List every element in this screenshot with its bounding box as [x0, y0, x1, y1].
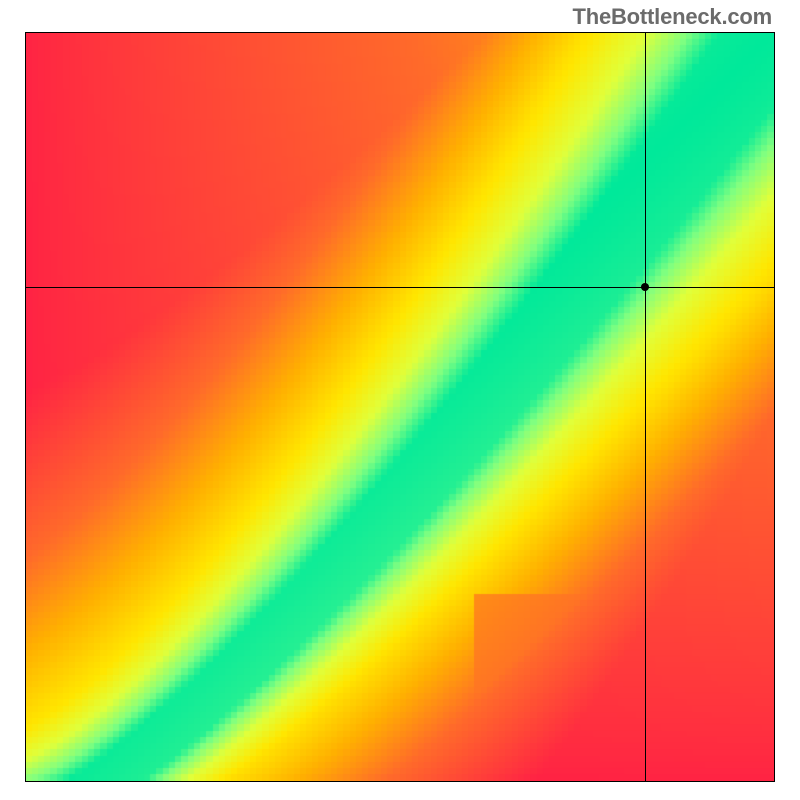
- crosshair-horizontal: [26, 287, 774, 288]
- heatmap-canvas: [26, 33, 774, 781]
- crosshair-marker: [641, 283, 649, 291]
- chart-container: TheBottleneck.com: [0, 0, 800, 800]
- crosshair-vertical: [645, 33, 646, 781]
- plot-area: [25, 32, 775, 782]
- watermark-label: TheBottleneck.com: [572, 4, 772, 30]
